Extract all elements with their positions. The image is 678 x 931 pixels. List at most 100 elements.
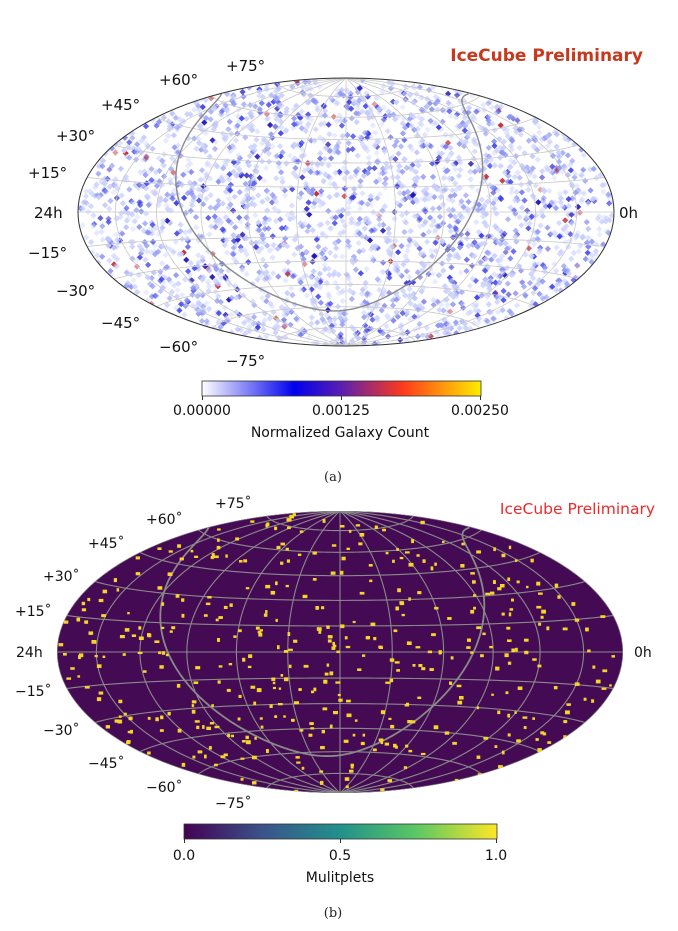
- multiplet-spot: [585, 627, 589, 632]
- heat-cell: [93, 229, 100, 237]
- multiplet-spot: [124, 628, 130, 632]
- multiplet-spot: [472, 580, 476, 583]
- heat-cell: [323, 311, 330, 319]
- multiplet-spot: [196, 725, 200, 730]
- multiplet-spot: [320, 746, 325, 750]
- multiplet-spot: [123, 712, 127, 716]
- dec-label-b-45: +45˚: [88, 535, 125, 552]
- multiplet-spot: [489, 645, 493, 649]
- multiplet-spot: [395, 606, 399, 611]
- multiplet-spot: [393, 743, 397, 748]
- multiplet-spot: [210, 556, 214, 560]
- multiplet-spot: [452, 741, 457, 745]
- colorbar-b-gradient: [183, 823, 498, 840]
- heat-cell: [110, 189, 118, 196]
- heat-cell: [243, 172, 250, 179]
- multiplet-spot: [202, 725, 205, 729]
- heat-cell: [310, 268, 317, 275]
- heat-cell: [351, 219, 358, 227]
- multiplet-spot: [291, 718, 295, 722]
- colorbar-a-label: Normalized Galaxy Count: [251, 425, 430, 441]
- multiplet-spot: [470, 609, 475, 614]
- multiplet-spot: [504, 653, 509, 658]
- multiplet-spot: [266, 749, 269, 753]
- multiplet-spot: [495, 666, 500, 671]
- heat-cell: [255, 226, 263, 234]
- multiplet-spot: [332, 644, 337, 648]
- multiplet-spot: [408, 597, 411, 601]
- multiplet-spot: [326, 663, 330, 667]
- multiplet-spot: [591, 699, 595, 703]
- heat-cell: [120, 147, 128, 154]
- colorbar-a-tick-label-1: 0.00125: [312, 403, 370, 419]
- multiplet-spot: [296, 761, 301, 764]
- multiplet-spot: [323, 679, 328, 684]
- multiplet-spot: [280, 542, 285, 546]
- multiplet-spot: [394, 661, 400, 664]
- multiplet-spot: [450, 656, 454, 660]
- heat-cell: [253, 136, 260, 143]
- multiplet-spot: [302, 594, 308, 599]
- multiplet-spot: [243, 559, 248, 563]
- heat-cell: [162, 137, 169, 144]
- multiplet-spot: [344, 777, 350, 781]
- multiplet-spot: [102, 655, 106, 658]
- multiplet-spot: [102, 589, 108, 594]
- heat-cell: [507, 204, 514, 211]
- multiplet-spot: [265, 584, 271, 589]
- multiplet-spot: [517, 686, 523, 690]
- heat-cell: [485, 301, 492, 308]
- heat-cell: [288, 285, 295, 292]
- multiplet-spot: [246, 740, 251, 745]
- dec-label-b-m75: −75˚: [215, 795, 252, 812]
- heat-cell: [440, 307, 447, 314]
- colorbar-a: 0.00000 0.00125 0.00250 Normalized Galax…: [173, 380, 509, 441]
- multiplet-spot: [218, 665, 223, 668]
- multiplet-spot: [369, 579, 373, 583]
- heat-cell: [528, 252, 535, 260]
- heat-cell: [327, 300, 334, 307]
- heat-cell: [441, 283, 449, 290]
- heat-cell: [345, 275, 353, 283]
- multiplet-spot: [429, 668, 434, 671]
- multiplet-spot: [508, 545, 512, 550]
- heat-cell: [167, 176, 174, 183]
- multiplet-spot: [215, 618, 219, 622]
- multiplet-spot: [195, 666, 201, 670]
- multiplet-spot: [470, 572, 475, 575]
- multiplet-spot: [194, 555, 199, 558]
- multiplet-spot: [98, 691, 104, 695]
- multiplet-spot: [81, 608, 87, 612]
- multiplet-spot: [98, 598, 104, 603]
- multiplet-spot: [301, 766, 305, 770]
- heat-cell: [335, 271, 342, 278]
- multiplet-spot: [526, 585, 529, 589]
- multiplet-spot: [563, 735, 567, 740]
- multiplet-spot: [171, 626, 176, 630]
- heat-cell: [82, 193, 90, 200]
- heat-cell: [291, 251, 298, 258]
- heat-cell: [237, 243, 244, 251]
- multiplet-spot: [341, 556, 346, 561]
- heat-cell: [395, 150, 402, 157]
- heat-cell: [316, 155, 324, 162]
- multiplet-spot: [147, 751, 151, 755]
- heat-cell: [206, 262, 213, 270]
- multiplet-spot: [194, 720, 200, 723]
- multiplet-spot: [337, 693, 341, 697]
- multiplet-spot: [583, 697, 587, 701]
- heat-cell: [260, 326, 267, 333]
- multiplet-spot: [454, 778, 459, 783]
- heat-cell: [503, 245, 511, 252]
- heat-cell: [406, 285, 413, 293]
- multiplet-spot: [511, 598, 514, 602]
- panel-b-title: IceCube Preliminary: [500, 500, 655, 518]
- multiplet-spot: [87, 597, 91, 602]
- multiplet-spot: [565, 710, 570, 715]
- colorbar-b: 0.0 0.5 1.0 Mulitplets: [173, 823, 507, 886]
- multiplet-spot: [536, 581, 541, 586]
- multiplet-spot: [374, 525, 378, 530]
- multiplet-spot: [536, 605, 542, 609]
- multiplet-spot: [358, 542, 363, 546]
- multiplet-spot: [278, 687, 282, 690]
